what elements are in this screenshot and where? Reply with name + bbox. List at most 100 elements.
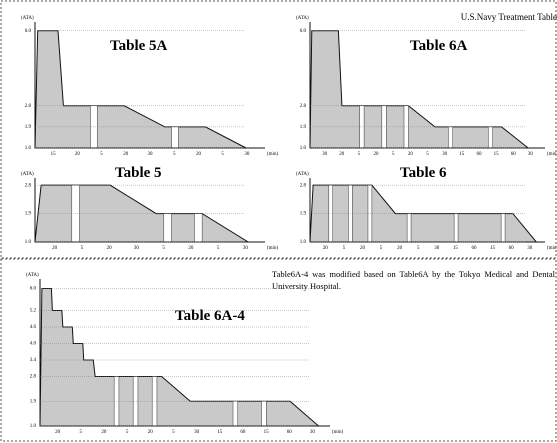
y-tick-label: 1.0 <box>25 240 32 245</box>
note-box: Table6A-4 was modified based on Table6A … <box>272 269 555 291</box>
duration-label: 20 <box>360 246 366 251</box>
duration-label: 5 <box>392 152 395 157</box>
y-tick-label: 6.0 <box>25 29 32 34</box>
duration-label: 20 <box>52 246 58 251</box>
air-break <box>261 401 267 427</box>
air-break <box>132 376 139 427</box>
duration-label: 30 <box>442 152 448 157</box>
y-tick-label: 1.0 <box>300 146 307 151</box>
duration-label: 15 <box>264 430 270 435</box>
duration-label: 5 <box>221 152 224 157</box>
duration-label: 5 <box>380 246 383 251</box>
y-tick-label: 4.0 <box>30 342 37 347</box>
chart-title: Table 6 <box>400 165 447 181</box>
y-tick-label: 2.8 <box>25 183 32 188</box>
air-break <box>406 213 412 243</box>
duration-label: 15 <box>217 430 223 435</box>
header: U.S.Navy Treatment Table <box>461 12 557 22</box>
air-break <box>232 401 239 427</box>
duration-label: 30 <box>434 246 440 251</box>
duration-label: 5 <box>426 152 429 157</box>
duration-label: 15 <box>490 246 496 251</box>
duration-label: 20 <box>188 246 194 251</box>
y-tick-label: 1.9 <box>300 212 307 217</box>
duration-label: 60 <box>476 152 482 157</box>
profile-area <box>34 30 247 149</box>
duration-label: 20 <box>123 152 129 157</box>
duration-label: 30 <box>244 152 250 157</box>
duration-label: 60 <box>240 430 246 435</box>
chart-title: Table 6A <box>410 38 468 54</box>
y-axis-label: (ATA) <box>21 16 34 21</box>
duration-label: 20 <box>397 246 403 251</box>
bottom-panel <box>0 258 557 442</box>
note: Table6A-4 was modified based on Table6A … <box>272 269 555 291</box>
duration-label: 30 <box>322 152 328 157</box>
duration-label: 30 <box>134 246 140 251</box>
y-tick-label: 6.0 <box>300 29 307 34</box>
duration-label: 20 <box>55 430 61 435</box>
duration-label: 20 <box>107 246 113 251</box>
duration-label: 20 <box>196 152 202 157</box>
y-tick-label: 3.4 <box>30 358 37 363</box>
x-axis-label: (min) <box>332 430 343 435</box>
chart-title: Table 5 <box>115 165 162 181</box>
duration-label: 60 <box>287 430 293 435</box>
duration-label: 15 <box>453 246 459 251</box>
air-break <box>194 213 203 243</box>
duration-label: 15 <box>51 152 57 157</box>
duration-label: 5 <box>81 246 84 251</box>
y-axis-label: (ATA) <box>296 16 309 21</box>
duration-label: 5 <box>80 430 83 435</box>
air-break <box>448 126 454 149</box>
top-panel <box>0 0 557 259</box>
duration-label: 15 <box>494 152 500 157</box>
air-break <box>500 213 506 243</box>
air-break <box>163 213 172 243</box>
y-tick-label: 1.9 <box>30 399 37 404</box>
duration-label: 60 <box>511 152 517 157</box>
x-axis-label: (min) <box>547 152 557 157</box>
y-tick-label: 2.8 <box>300 104 307 109</box>
duration-label: 5 <box>126 430 129 435</box>
duration-label: 20 <box>323 246 329 251</box>
duration-label: 5 <box>358 152 361 157</box>
y-tick-label: 5.2 <box>30 309 37 314</box>
y-tick-label: 2.8 <box>300 183 307 188</box>
y-tick-label: 1.9 <box>25 212 32 217</box>
duration-label: 20 <box>148 430 154 435</box>
duration-label: 5 <box>343 246 346 251</box>
duration-label: 5 <box>417 246 420 251</box>
duration-label: 20 <box>339 152 345 157</box>
y-tick-label: 1.0 <box>300 240 307 245</box>
air-break <box>171 126 179 149</box>
y-tick-label: 1.0 <box>25 146 32 151</box>
y-tick-label: 2.8 <box>25 104 32 109</box>
x-axis-label: (min) <box>267 246 278 251</box>
duration-label: 5 <box>162 246 165 251</box>
air-break <box>487 126 493 149</box>
air-break <box>453 213 459 243</box>
duration-label: 20 <box>101 430 107 435</box>
y-tick-label: 1.0 <box>30 424 37 429</box>
duration-label: 20 <box>408 152 414 157</box>
duration-label: 30 <box>194 430 200 435</box>
duration-label: 5 <box>217 246 220 251</box>
y-tick-label: 2.8 <box>30 375 37 380</box>
duration-label: 5 <box>100 152 103 157</box>
chart-title: Table 6A-4 <box>175 308 245 324</box>
duration-label: 5 <box>172 430 175 435</box>
duration-label: 30 <box>148 152 154 157</box>
duration-label: 60 <box>509 246 515 251</box>
y-tick-label: 4.6 <box>30 325 37 330</box>
x-axis-label: (min) <box>267 152 278 157</box>
duration-label: 60 <box>471 246 477 251</box>
duration-label: 30 <box>243 246 249 251</box>
duration-label: 20 <box>75 152 81 157</box>
y-axis-label: (ATA) <box>21 172 34 177</box>
duration-label: 30 <box>527 246 533 251</box>
chart-title: Table 5A <box>110 38 168 54</box>
y-tick-label: 1.9 <box>25 125 32 130</box>
duration-label: 5 <box>173 152 176 157</box>
